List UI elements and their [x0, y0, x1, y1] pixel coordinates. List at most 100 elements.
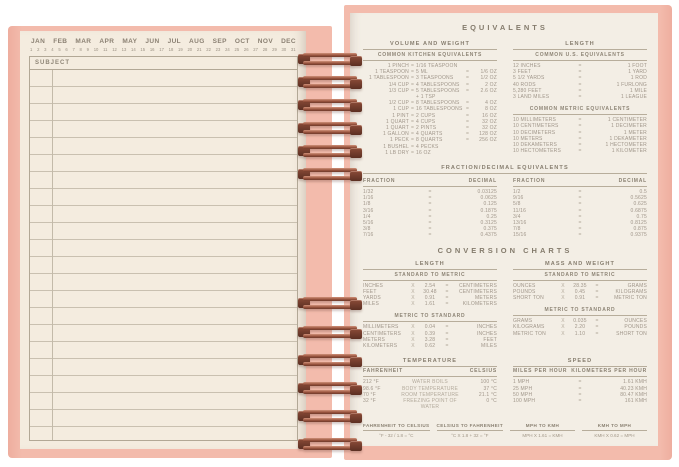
temperature-heading: TEMPERATURE	[363, 356, 497, 368]
conversion-to: KILOMETERS	[462, 301, 497, 308]
equivalence-oz: 2.6 OZ	[480, 87, 497, 94]
month-label: OCT	[234, 38, 250, 45]
temperature-row: 212 °F WATER BOILS 100 °C	[363, 379, 497, 385]
fraction-row: 3/8 = 0.375	[363, 226, 497, 232]
decimal-value: 0.6875	[630, 207, 647, 214]
mass-met-table: GRAMS X 0.035 = OUNCES KILOGRAMS X 2.20	[513, 316, 647, 337]
equivalence-row: 1 BUSHEL = 4 PECKS	[363, 144, 497, 150]
equals-sign: =	[465, 125, 470, 132]
day-number: 10	[93, 47, 99, 52]
equivalence-row: 10 MILLIMETERS = 1 CENTIMETER	[513, 117, 647, 123]
month-label: AUG	[189, 38, 205, 45]
decimal-value: 0.3125	[480, 220, 497, 227]
temperature-row: 32 °F FREEZING POINT OF WATER 0 °C	[363, 398, 497, 410]
equivalence-value: 1 YARD	[628, 69, 647, 76]
equals-sign: =	[578, 385, 582, 392]
fraction-row: 1/4 = 0.25	[363, 214, 497, 220]
conversion-row: POUNDS X 0.45 = KILOGRAMS	[513, 289, 647, 295]
month-label: DEC	[281, 38, 296, 45]
equivalence-item: 1/2 CUP	[388, 100, 409, 107]
mph-value: 100 MPH	[513, 397, 536, 404]
conversion-to: METRIC TON	[614, 295, 647, 302]
day-number: 29	[272, 47, 277, 52]
fraction-value: 11/16	[513, 207, 527, 214]
equivalence-row: 40 RODS = 1 FURLONG	[513, 82, 647, 88]
conversion-row: YARDS X 0.91 = METERS	[363, 295, 497, 301]
equals-sign: =	[465, 87, 470, 94]
equals-sign: =	[410, 106, 415, 113]
speed-row: 50 MPH = 80.47 KMH	[513, 392, 647, 398]
kmh-value: 80.47 KMH	[620, 391, 647, 398]
length-conversion-heading: LENGTH	[363, 259, 497, 270]
equals-sign: =	[595, 324, 599, 331]
temperature-description: BODY TEMPERATURE	[402, 385, 458, 392]
decimal-value: 0.1875	[480, 207, 497, 214]
day-number: 4	[51, 47, 54, 52]
fraction-value: 5/16	[363, 220, 374, 227]
equals-sign: =	[578, 81, 582, 88]
equals-sign: =	[595, 282, 599, 289]
decimal-value: 0.5625	[630, 195, 647, 202]
binding-coil	[298, 353, 362, 370]
fraction-value: 13/16	[513, 220, 527, 227]
equivalence-oz: 1/2 OZ	[480, 75, 497, 82]
decimal-value: 0.375	[483, 226, 497, 233]
equals-sign: =	[410, 87, 415, 94]
equals-sign: =	[428, 189, 432, 196]
equivalence-value: 1 FOOT	[627, 63, 647, 69]
equals-sign: =	[578, 201, 582, 208]
equivalence-row: 1 QUART = 4 CUPS = 32 OZ	[363, 119, 497, 125]
equivalence-oz: 32 OZ	[482, 118, 497, 125]
equals-sign: =	[445, 288, 449, 295]
equals-sign: =	[578, 189, 582, 196]
conversion-row: MILES X 1.61 = KILOMETERS	[363, 301, 497, 307]
equivalence-item: 1 BUSHEL	[383, 143, 409, 150]
equals-sign: =	[578, 129, 582, 136]
fahrenheit-value: 212 °F	[363, 379, 379, 386]
conversion-from: POUNDS	[513, 288, 536, 295]
equals-sign: =	[578, 397, 582, 404]
equivalence-item: 10 DECIMETERS	[513, 129, 556, 136]
equivalence-row: 1 PECK = 8 QUARTS = 256 OZ	[363, 137, 497, 143]
conversion-to: KILOGRAMS	[615, 288, 647, 295]
celsius-column-header: CELSIUS	[469, 368, 497, 375]
conversion-from: METRIC TON	[513, 330, 546, 337]
conversion-factor: 2.20	[574, 324, 586, 331]
decimal-column-header: DECIMAL	[468, 178, 497, 185]
equals-sign: =	[578, 87, 582, 94]
equivalence-value: 4 CUPS	[416, 118, 436, 125]
spiral-binding	[298, 0, 362, 467]
equivalence-value: 1 KILOMETER	[611, 148, 647, 155]
conversion-to: FEET	[483, 336, 497, 343]
day-number: 30	[281, 47, 287, 52]
formula-text: °F - 32 / 1.8 = °C	[379, 433, 414, 438]
equivalence-row: 1 PINCH = 1/16 TEASPOON	[363, 63, 497, 69]
day-number: 17	[159, 47, 164, 52]
equivalence-row: 1 CUP = 16 TABLESPOONS = 8 OZ	[363, 106, 497, 112]
equals-sign: =	[428, 213, 432, 220]
equals-sign: =	[578, 232, 582, 239]
conversion-from: FEET	[363, 288, 377, 295]
equivalence-value: 1 MILE	[629, 87, 647, 94]
celsius-value: 21.1 °C	[478, 391, 497, 398]
equivalence-item: 3 LAND MILES	[513, 94, 550, 101]
month-label: MAY	[122, 38, 138, 45]
equals-sign: =	[465, 118, 470, 125]
conversion-from: SHORT TON	[513, 295, 544, 302]
conversion-to: INCHES	[476, 324, 497, 331]
equals-sign: =	[445, 295, 449, 302]
day-number: 31	[290, 47, 296, 52]
times-sign: X	[561, 282, 565, 289]
equivalence-item: 1/3 CUP	[388, 87, 409, 94]
equivalence-item: 10 DEKAMETERS	[513, 142, 558, 149]
equals-sign: =	[465, 106, 470, 113]
equals-sign: =	[578, 195, 582, 202]
binding-coil	[298, 121, 362, 138]
times-sign: X	[561, 318, 565, 325]
equivalence-row: 10 METERS = 1 DEKAMETER	[513, 136, 647, 142]
conversion-from: INCHES	[363, 282, 384, 289]
conversion-from: OUNCES	[513, 282, 536, 289]
times-sign: X	[411, 343, 415, 350]
equivalence-oz: 4 OZ	[485, 100, 497, 107]
